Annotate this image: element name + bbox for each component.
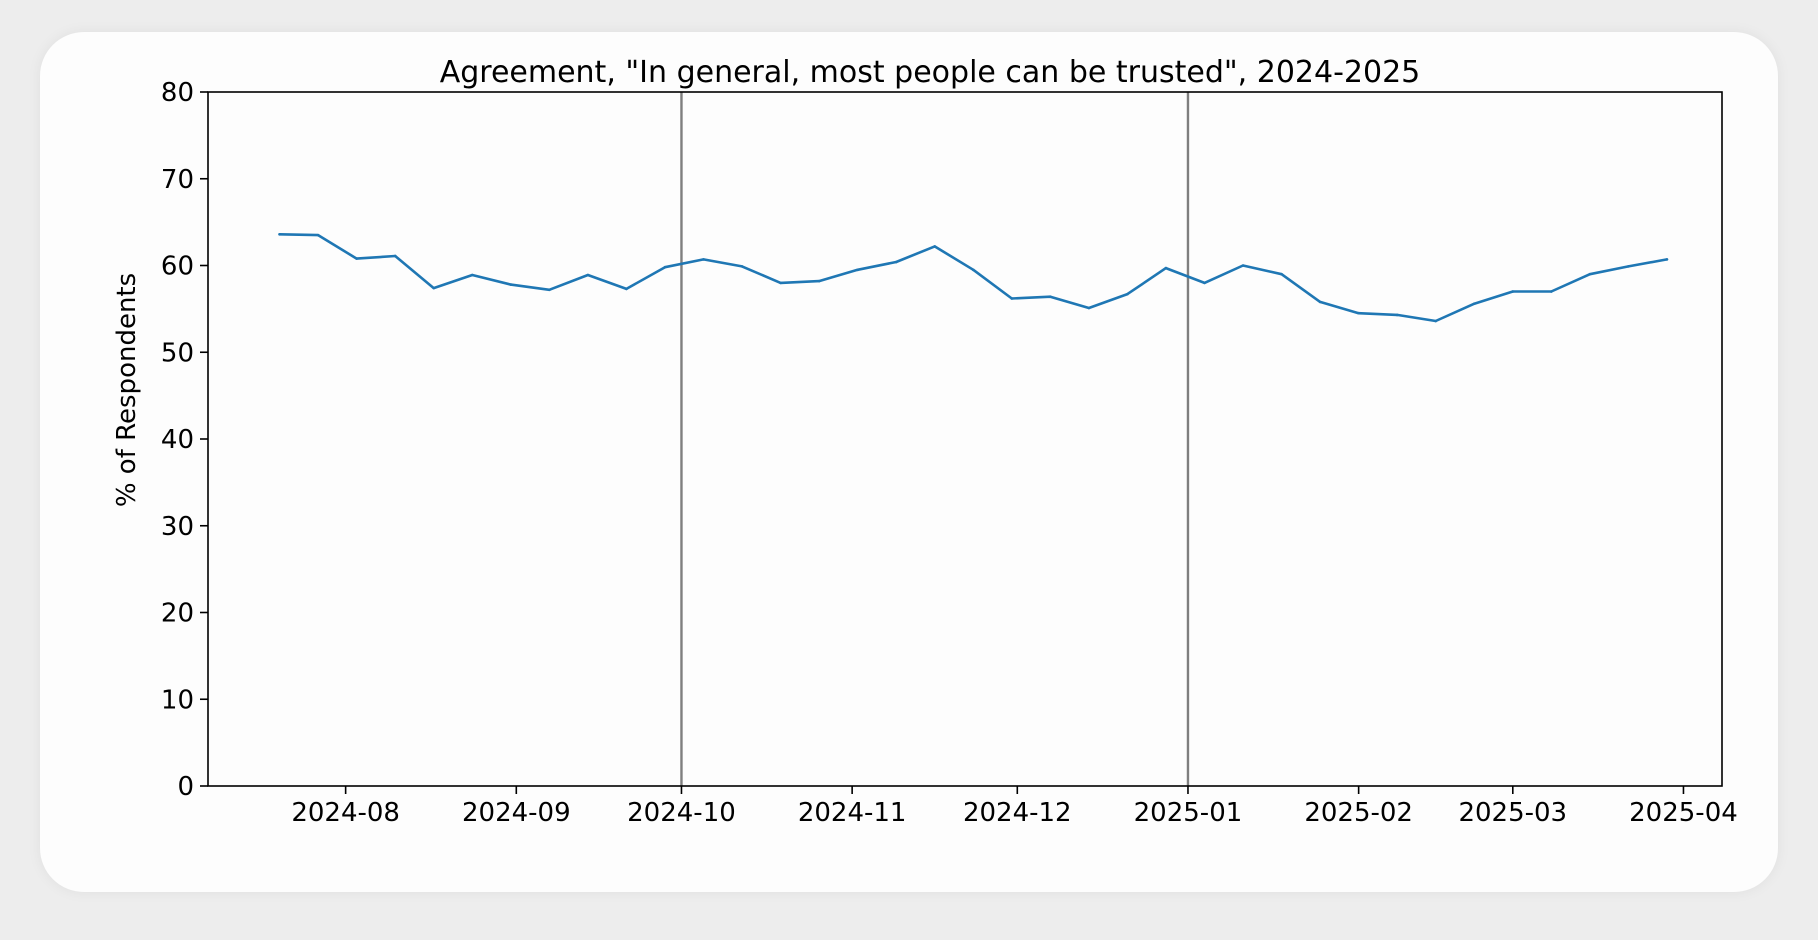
data-point [779, 281, 782, 285]
x-tick-label: 2025-04 [1629, 798, 1738, 828]
data-point [548, 288, 551, 292]
data-point [702, 258, 705, 261]
x-tick-label: 2025-03 [1458, 798, 1567, 828]
plot-frame [207, 91, 1723, 787]
y-tick-label: 30 [161, 512, 194, 542]
data-point [1280, 272, 1283, 276]
data-point [1203, 281, 1206, 285]
x-tick-label: 2024-09 [462, 798, 571, 828]
data-point [1087, 306, 1091, 310]
y-tick-label: 70 [161, 165, 194, 195]
data-point [625, 287, 628, 291]
data-point [1241, 264, 1245, 267]
y-axis-label: % of Respondents [112, 273, 142, 507]
y-tick-label: 50 [161, 338, 194, 368]
data-point [278, 232, 281, 236]
data-point [355, 257, 358, 260]
series-group [278, 232, 1669, 323]
data-point [1511, 290, 1515, 293]
data-point [1627, 265, 1630, 268]
reference-lines [680, 92, 1190, 786]
x-tick-label: 2024-12 [963, 798, 1072, 828]
y-tick-label: 60 [161, 252, 194, 282]
y-tick-label: 40 [161, 425, 194, 455]
y-tick-label: 0 [177, 772, 194, 802]
data-point [586, 273, 590, 277]
data-point [740, 265, 744, 268]
data-point [1164, 266, 1168, 270]
data-point [856, 268, 859, 272]
x-tick-label: 2024-08 [291, 798, 400, 828]
data-point [1357, 311, 1360, 315]
data-point [894, 260, 898, 264]
data-point [663, 265, 667, 269]
data-point [316, 233, 320, 237]
data-point [509, 283, 513, 286]
data-point [393, 254, 397, 258]
data-point [1665, 258, 1669, 261]
x-axis-ticks: 2024-08 2024-09 2024-10 2024-11 2024-12 2025-… [291, 786, 1738, 828]
y-tick-label: 20 [161, 599, 194, 629]
y-axis-ticks: 0 10 20 30 40 50 60 70 80 [161, 78, 208, 802]
data-point [470, 273, 474, 277]
data-point [1049, 295, 1052, 299]
line-chart: Agreement, "In general, most people can … [112, 55, 1738, 828]
data-point [1434, 319, 1438, 323]
data-point [1318, 300, 1322, 304]
data-point [432, 286, 436, 290]
series-line [278, 233, 1669, 323]
data-point [1010, 297, 1014, 300]
data-point [1472, 302, 1476, 305]
data-point [1395, 313, 1399, 317]
data-point [971, 268, 975, 272]
y-tick-label: 10 [161, 685, 194, 715]
x-tick-label: 2025-02 [1304, 798, 1413, 828]
data-point [1126, 292, 1129, 296]
data-point [933, 245, 937, 248]
x-tick-label: 2024-10 [627, 798, 736, 828]
x-tick-label: 2024-11 [798, 798, 907, 828]
x-tick-label: 2025-01 [1134, 798, 1243, 828]
data-point [1550, 290, 1553, 293]
chart-title: Agreement, "In general, most people can … [440, 55, 1421, 90]
chart-card: Agreement, "In general, most people can … [40, 32, 1778, 892]
data-point [1588, 272, 1592, 276]
y-tick-label: 80 [161, 78, 194, 108]
data-point [817, 279, 821, 283]
